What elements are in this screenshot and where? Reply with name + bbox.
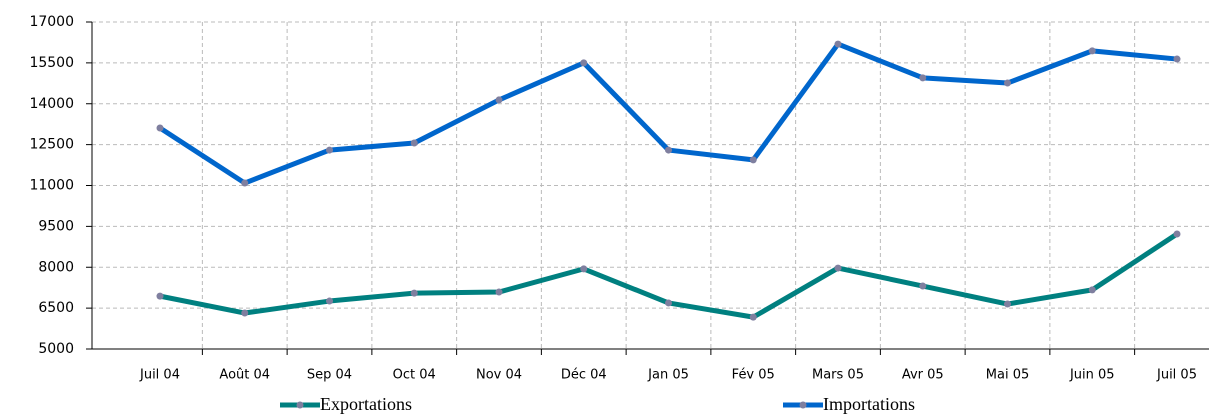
point (919, 282, 927, 290)
point (326, 146, 333, 154)
point (834, 264, 842, 272)
point (665, 146, 672, 154)
y-tick-label: 9500 (38, 218, 74, 234)
x-tick-label: Avr 05 (902, 368, 944, 383)
point (1004, 300, 1011, 308)
x-tick-label: Juil 05 (1156, 368, 1197, 383)
y-tick-label: 8000 (38, 259, 74, 275)
legend-label: Importations (823, 394, 915, 414)
x-tick-label: Août 04 (219, 368, 270, 383)
point (834, 40, 842, 48)
x-tick-label: Juil 04 (139, 368, 180, 383)
point (326, 297, 333, 305)
x-tick-label: Mai 05 (986, 368, 1029, 383)
point (1088, 286, 1096, 294)
point (580, 59, 588, 67)
y-tick-label: 15500 (29, 55, 74, 71)
point (241, 309, 249, 317)
point (410, 139, 418, 147)
y-tick-label: 17000 (29, 14, 74, 30)
x-tick-label: Déc 04 (561, 368, 607, 383)
x-tick-label: Sep 04 (307, 368, 352, 383)
point (580, 265, 588, 273)
point (156, 124, 164, 132)
point (1173, 55, 1181, 63)
x-tick-label: Oct 04 (393, 368, 436, 383)
x-tick-label: Mars 05 (812, 368, 864, 383)
legend-label: Exportations (320, 394, 412, 414)
point (749, 156, 757, 164)
point (665, 299, 672, 307)
x-tick-label: Jan 05 (647, 368, 689, 383)
y-tick-label: 6500 (38, 300, 74, 316)
y-tick-label: 12500 (29, 137, 74, 153)
legend-marker (296, 401, 304, 409)
point (495, 288, 503, 296)
point (1004, 79, 1011, 87)
y-tick-label: 5000 (38, 341, 74, 357)
point (749, 313, 757, 321)
point (156, 292, 164, 300)
y-tick-label: 14000 (29, 96, 74, 112)
point (410, 289, 418, 297)
point (919, 74, 927, 82)
y-tick-label: 11000 (29, 178, 74, 194)
point (495, 96, 503, 104)
legend-marker (799, 401, 807, 409)
point (1173, 230, 1181, 238)
x-tick-label: Nov 04 (476, 368, 522, 383)
point (1088, 47, 1096, 55)
point (241, 179, 249, 187)
x-tick-label: Fév 05 (732, 368, 775, 383)
series-line (158, 41, 1178, 186)
x-tick-label: Juin 05 (1069, 368, 1115, 383)
